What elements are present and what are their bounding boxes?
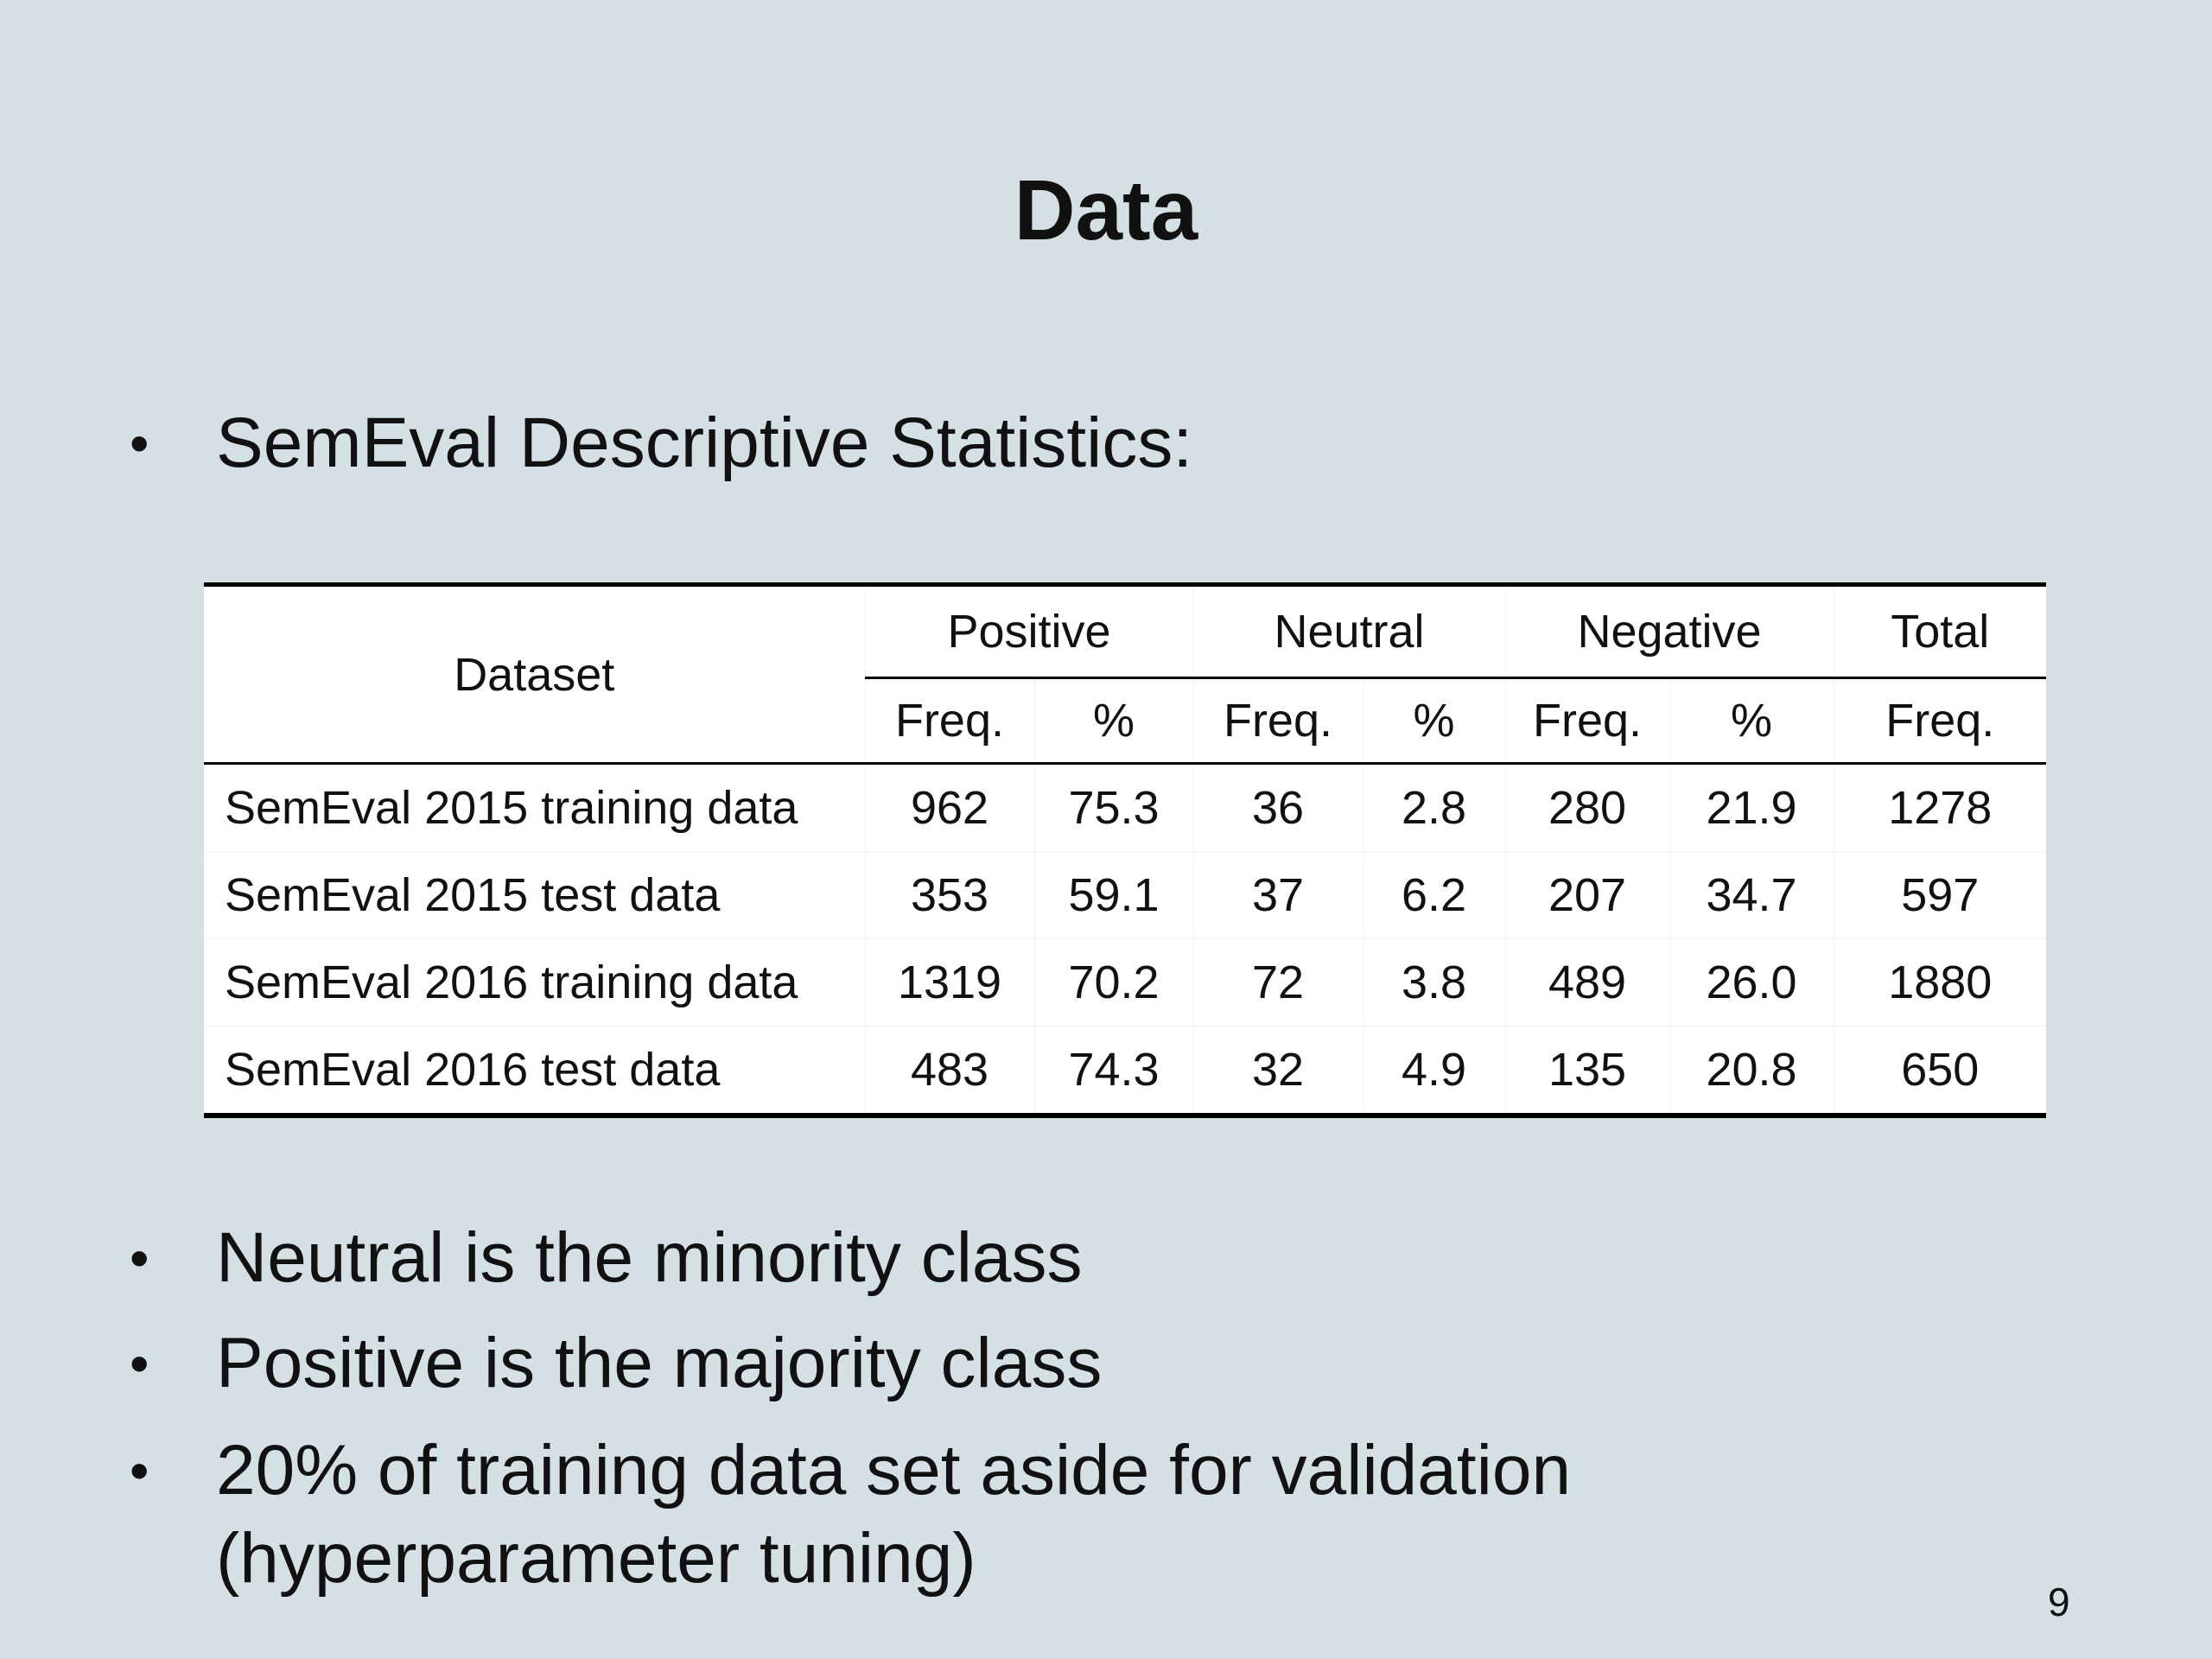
dataset-cell: SemEval 2016 training data: [204, 938, 866, 1027]
positive-percent-cell: 70.2: [1034, 938, 1194, 1027]
total-freq-cell: 650: [1834, 1026, 2047, 1113]
negative-freq-header: Freq.: [1505, 677, 1670, 765]
positive-freq-header: Freq.: [865, 677, 1035, 765]
negative-percent-header: %: [1669, 677, 1834, 765]
positive-percent-cell: 74.3: [1034, 1026, 1194, 1113]
negative-freq-cell: 280: [1505, 763, 1670, 852]
neutral-freq-cell: 36: [1193, 763, 1363, 852]
bullet-icon: •: [130, 1227, 149, 1289]
table-row: SemEval 2016 training data 1319 70.2 72 …: [204, 938, 2047, 1027]
positive-freq-cell: 1319: [865, 938, 1035, 1027]
total-freq-cell: 1880: [1834, 938, 2047, 1027]
positive-freq-cell: 353: [865, 851, 1035, 939]
neutral-percent-cell: 3.8: [1363, 938, 1506, 1027]
negative-group-header: Negative: [1505, 587, 1834, 679]
neutral-percent-cell: 2.8: [1363, 763, 1506, 852]
neutral-freq-cell: 72: [1193, 938, 1363, 1027]
total-freq-header: Freq.: [1834, 677, 2047, 765]
neutral-percent-cell: 4.9: [1363, 1026, 1506, 1113]
statistics-table: Dataset Positive Neutral Negative Total …: [204, 582, 2047, 1118]
negative-percent-cell: 21.9: [1669, 763, 1834, 852]
bullet-icon: •: [130, 412, 149, 474]
table-row: SemEval 2016 test data 483 74.3 32 4.9 1…: [204, 1026, 2047, 1113]
bullet-icon: •: [130, 1440, 149, 1502]
positive-freq-cell: 483: [865, 1026, 1035, 1113]
bullet-item-validation-split: • 20% of training data set aside for val…: [130, 1427, 1571, 1603]
neutral-freq-cell: 37: [1193, 851, 1363, 939]
dataset-cell: SemEval 2015 test data: [204, 851, 866, 939]
negative-percent-cell: 34.7: [1669, 851, 1834, 939]
positive-group-header: Positive: [865, 587, 1194, 679]
page-number: 9: [2048, 1580, 2070, 1624]
bullet-text: Positive is the majority class: [216, 1324, 1103, 1402]
neutral-percent-cell: 6.2: [1363, 851, 1506, 939]
total-freq-cell: 597: [1834, 851, 2047, 939]
total-freq-cell: 1278: [1888, 782, 1993, 834]
neutral-freq-header: Freq.: [1193, 677, 1363, 765]
negative-freq-cell: 489: [1505, 938, 1670, 1027]
dataset-column-header: Dataset: [204, 587, 866, 765]
neutral-freq-cell: 32: [1193, 1026, 1363, 1113]
table-row: SemEval 2015 test data 353 59.1 37 6.2 2…: [204, 851, 2047, 939]
dataset-cell: SemEval 2015 training data: [204, 763, 866, 852]
neutral-group-header: Neutral: [1193, 587, 1506, 679]
positive-freq-cell: 962: [865, 763, 1035, 852]
total-group-header: Total: [1834, 587, 2047, 679]
slide-title: Data: [1014, 162, 1198, 257]
positive-percent-header: %: [1034, 677, 1194, 765]
bullet-text: Neutral is the minority class: [216, 1218, 1083, 1297]
bullet-text: 20% of training data set aside for valid…: [216, 1431, 1572, 1598]
bullet-text: SemEval Descriptive Statistics:: [216, 404, 1193, 482]
bullet-item-descriptive-statistics: • SemEval Descriptive Statistics:: [130, 399, 1192, 487]
bullet-item-neutral-minority: • Neutral is the minority class: [130, 1214, 1083, 1302]
bullet-icon: •: [130, 1332, 149, 1395]
positive-percent-cell: 59.1: [1034, 851, 1194, 939]
negative-freq-cell: 207: [1505, 851, 1670, 939]
table-row: SemEval 2015 training data 962 75.3 36 2…: [204, 763, 2046, 852]
negative-percent-cell: 20.8: [1669, 1026, 1834, 1113]
negative-percent-cell: 26.0: [1669, 938, 1834, 1027]
dataset-cell: SemEval 2016 test data: [204, 1026, 866, 1113]
bullet-item-positive-majority: • Positive is the majority class: [130, 1319, 1102, 1408]
positive-percent-cell: 75.3: [1034, 763, 1194, 852]
neutral-percent-header: %: [1363, 677, 1506, 765]
negative-freq-cell: 135: [1505, 1026, 1670, 1113]
